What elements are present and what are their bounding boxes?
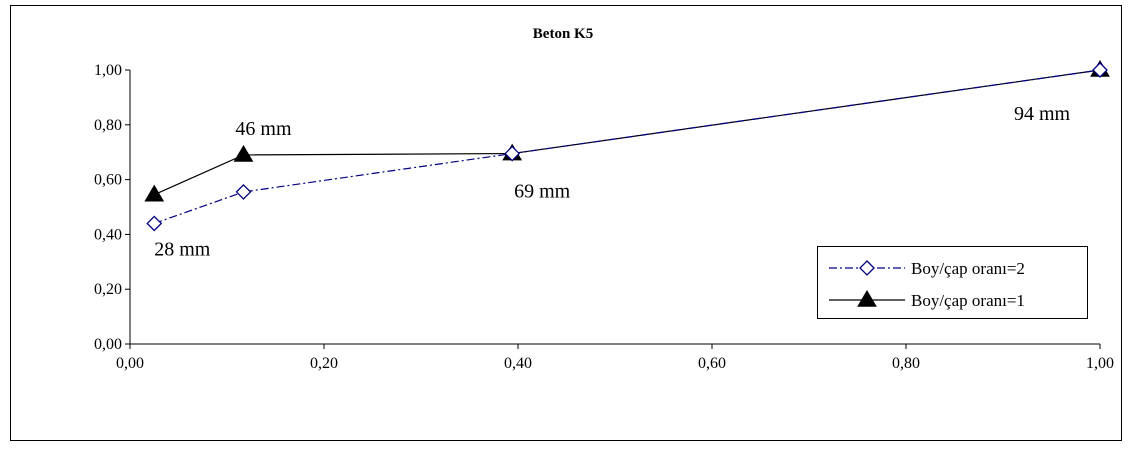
x-tick-label: 0,40 xyxy=(504,355,532,372)
annotation-label: 69 mm xyxy=(514,181,571,203)
x-tick-label: 0,20 xyxy=(310,355,338,372)
x-tick-label: 0,80 xyxy=(892,355,920,372)
legend: Boy/çap oranı=2 Boy/çap oranı=1 xyxy=(818,247,1088,319)
annotation-label: 46 mm xyxy=(235,118,292,140)
y-tick-label: 1,00 xyxy=(94,62,122,79)
x-tick-label: 0,60 xyxy=(698,355,726,372)
y-tick-label: 0,80 xyxy=(94,117,122,134)
legend-label: Boy/çap oranı=2 xyxy=(911,259,1025,278)
y-tick-label: 0,20 xyxy=(94,281,122,298)
y-tick-label: 0,00 xyxy=(94,336,122,353)
annotation-label: 94 mm xyxy=(1014,103,1071,125)
annotation-label: 28 mm xyxy=(154,238,211,260)
chart-title: Beton K5 xyxy=(533,26,593,42)
y-tick-label: 0,40 xyxy=(94,226,122,243)
x-tick-label: 1,00 xyxy=(1086,355,1114,372)
legend-label: Boy/çap oranı=1 xyxy=(911,291,1025,310)
chart-border xyxy=(11,6,1122,441)
y-tick-label: 0,60 xyxy=(94,172,122,189)
x-tick-label: 0,00 xyxy=(116,355,144,372)
